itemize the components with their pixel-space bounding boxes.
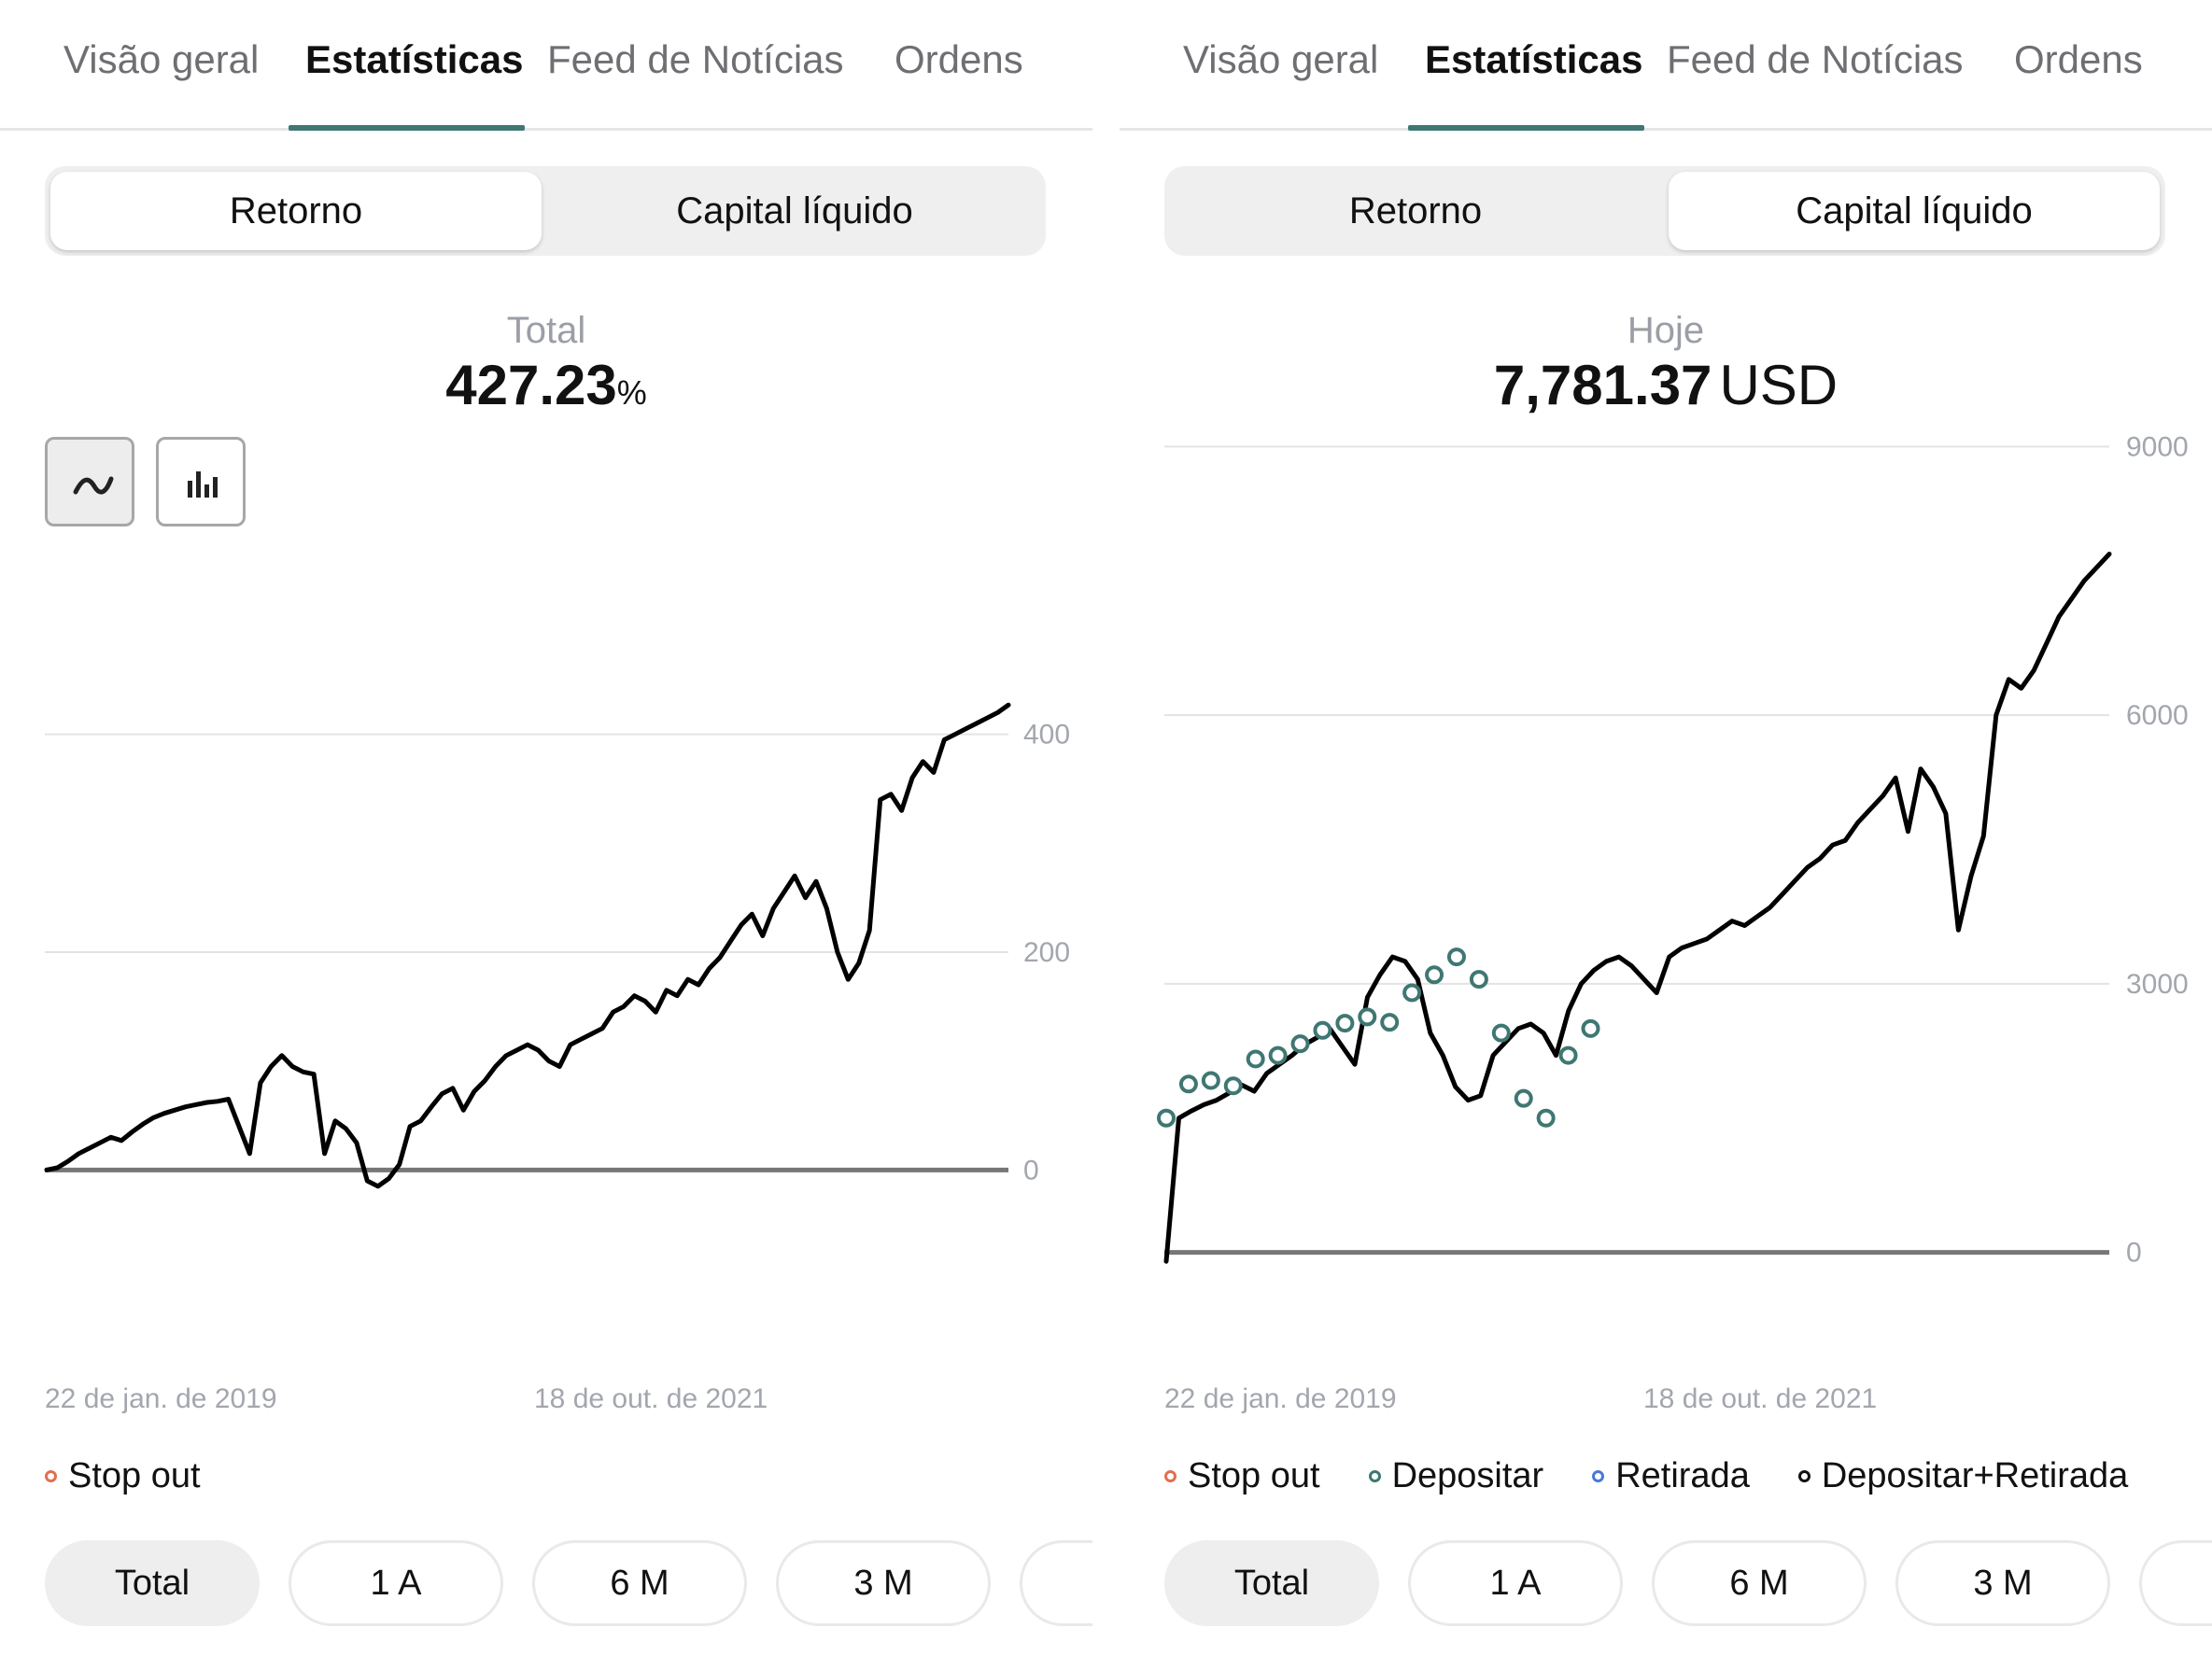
left-panel: Visão geral Estatísticas Feed de Notícia… (0, 0, 1092, 1670)
bar-chart-icon (188, 471, 218, 498)
tab-overview[interactable]: Visão geral (63, 37, 260, 81)
deposit-marker (1246, 1049, 1265, 1069)
y-tick-label: 0 (2126, 1238, 2142, 1269)
active-tab-underline (289, 125, 525, 131)
y-tick-label: 9000 (2126, 431, 2189, 462)
right-panel: Visão geral Estatísticas Feed de Notícia… (1120, 0, 2212, 1670)
segment-net-capital[interactable]: Capital líquido (1669, 172, 2160, 250)
deposit-marker (1402, 983, 1422, 1003)
deposit-marker (1268, 1046, 1288, 1065)
legend-label: Stop out (68, 1455, 201, 1495)
series-line (1163, 552, 2112, 1264)
legend-item-stop-out: Stop out (45, 1456, 201, 1496)
x-date-label-start: 22 de jan. de 2019 (45, 1383, 277, 1414)
active-tab-underline (1408, 125, 1644, 131)
deposit-marker (1380, 1013, 1400, 1032)
period-more[interactable] (1020, 1540, 1092, 1626)
deposit-marker (1223, 1076, 1243, 1096)
summary-unit: % (616, 373, 647, 412)
period-6m[interactable]: 6 M (1652, 1540, 1867, 1626)
deposit-marker (1358, 1007, 1377, 1027)
summary-value: 7,781.37 USD (1120, 353, 2212, 417)
return-line-chart: 0 200 400 (44, 702, 1070, 1189)
period-total[interactable]: Total (1164, 1540, 1379, 1626)
tab-news-feed[interactable]: Feed de Notícias (1667, 37, 1964, 81)
deposit-marker (1558, 1046, 1578, 1065)
period-3m[interactable]: 3 M (776, 1540, 991, 1626)
net-capital-line-chart: 0 3000 6000 9000 (1157, 431, 2189, 1269)
y-tick-label: 400 (1023, 720, 1070, 751)
segment-return[interactable]: Retorno (50, 172, 542, 250)
deposit-marker (1514, 1088, 1533, 1108)
tab-orders[interactable]: Ordens (2014, 37, 2143, 81)
legend-item-deposit: Depositar (1368, 1455, 1544, 1496)
tab-statistics[interactable]: Estatísticas (1425, 37, 1643, 81)
summary-label: Total (506, 310, 586, 351)
summary-number: 427.23 (445, 354, 617, 416)
deposit-marker (1581, 1018, 1600, 1038)
tab-news-feed[interactable]: Feed de Notícias (547, 37, 844, 81)
segmented-control: Retorno Capital líquido (45, 166, 1046, 256)
y-tick-label: 200 (1023, 937, 1070, 968)
legend-label: Depositar+Retirada (1821, 1455, 2129, 1495)
period-1y[interactable]: 1 A (289, 1540, 503, 1626)
deposit-marker (1491, 1023, 1511, 1043)
period-3m[interactable]: 3 M (1895, 1540, 2110, 1626)
deposit-marker (1178, 1074, 1198, 1094)
legend-dot-icon (1164, 1469, 1176, 1482)
period-6m[interactable]: 6 M (532, 1540, 747, 1626)
line-chart-icon (73, 476, 114, 495)
period-1y[interactable]: 1 A (1408, 1540, 1623, 1626)
y-tick-label: 0 (1023, 1155, 1039, 1186)
deposit-marker (1536, 1108, 1556, 1128)
deposit-marker (1201, 1071, 1220, 1090)
deposit-marker (1290, 1034, 1310, 1054)
summary-unit: USD (1719, 354, 1839, 416)
legend-dot-icon (1368, 1469, 1381, 1482)
segment-return[interactable]: Retorno (1348, 189, 1483, 232)
legend-item-withdrawal: Retirada (1592, 1456, 1750, 1496)
legend: Stop out Depositar Retirada Depositar+Re… (1164, 1452, 2177, 1499)
legend-item-stop-out: Stop out (1164, 1456, 1320, 1496)
summary-number: 7,781.37 (1493, 354, 1712, 416)
legend: Stop out (45, 1452, 249, 1499)
segmented-control: Retorno Capital líquido (1164, 166, 2165, 256)
legend-dot-icon (1592, 1469, 1605, 1482)
legend-dot-icon (1797, 1469, 1810, 1482)
segment-net-capital[interactable]: Capital líquido (676, 189, 913, 232)
legend-item-deposit-withdrawal: Depositar+Retirada (1797, 1455, 2129, 1496)
deposit-marker (1335, 1014, 1355, 1033)
deposit-marker (1425, 965, 1444, 985)
deposit-marker (1313, 1020, 1332, 1040)
x-date-label-mid: 18 de out. de 2021 (534, 1383, 768, 1414)
tab-bar: Visão geral Estatísticas Feed de Notícia… (0, 0, 1092, 131)
x-date-label-mid: 18 de out. de 2021 (1643, 1383, 1878, 1414)
tab-overview[interactable]: Visão geral (1183, 37, 1379, 81)
period-total[interactable]: Total (45, 1540, 260, 1626)
period-selector: Total 1 A 6 M 3 M (45, 1540, 1092, 1626)
tab-bar: Visão geral Estatísticas Feed de Notícia… (1120, 0, 2212, 131)
summary-label: Hoje (1627, 310, 1705, 351)
tab-orders[interactable]: Ordens (895, 37, 1023, 81)
legend-label: Retirada (1615, 1455, 1750, 1495)
deposit-marker (1469, 970, 1488, 989)
deposit-marker (1446, 947, 1466, 967)
series-line (44, 702, 1011, 1189)
legend-label: Stop out (1188, 1455, 1320, 1495)
x-date-label-start: 22 de jan. de 2019 (1164, 1383, 1397, 1414)
deposit-marker (1157, 1108, 1176, 1128)
y-tick-label: 3000 (2126, 969, 2189, 1000)
y-tick-label: 6000 (2126, 700, 2189, 731)
period-selector: Total 1 A 6 M 3 M (1164, 1540, 2212, 1626)
legend-dot-icon (45, 1469, 57, 1482)
legend-label: Depositar (1391, 1455, 1544, 1495)
tab-statistics[interactable]: Estatísticas (305, 37, 524, 81)
bar-chart-button[interactable] (156, 437, 246, 526)
line-chart-button[interactable] (45, 437, 134, 526)
summary-value: 427.23% (0, 353, 1092, 417)
period-more[interactable] (2139, 1540, 2212, 1626)
